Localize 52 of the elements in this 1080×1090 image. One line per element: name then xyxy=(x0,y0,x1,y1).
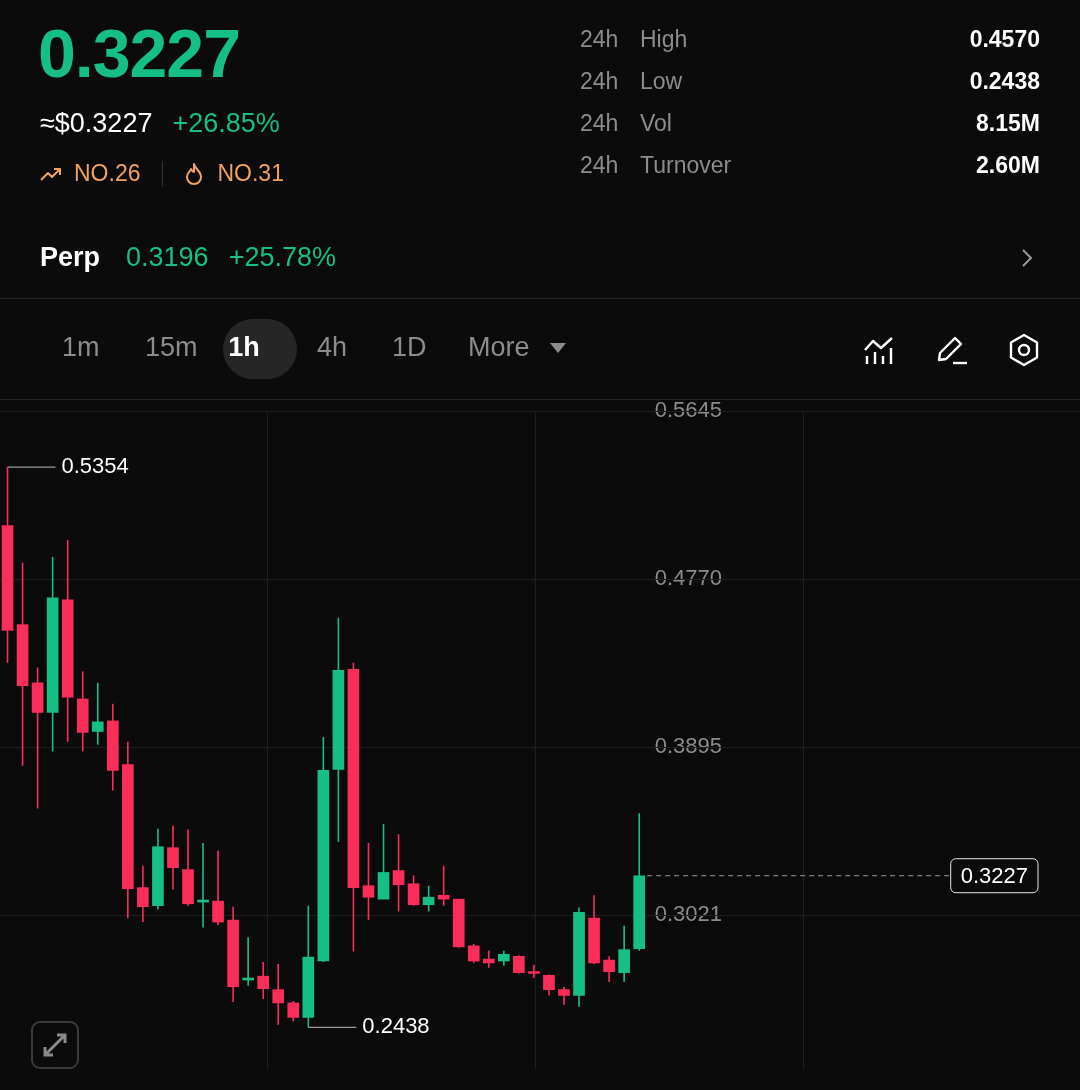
candlestick xyxy=(392,833,405,913)
text: NO.31 xyxy=(217,160,284,186)
text: 1m xyxy=(62,332,100,362)
text: 1h xyxy=(228,332,260,362)
text: Perp xyxy=(40,242,101,272)
text: NO.26 xyxy=(74,160,141,186)
candlestick xyxy=(437,864,450,907)
text: More xyxy=(468,332,530,362)
candlestick xyxy=(257,961,270,1000)
text: 0.4570 xyxy=(969,26,1040,52)
candlestick xyxy=(287,1000,300,1022)
text: ≈$0.3227 xyxy=(40,108,153,138)
candlestick xyxy=(137,864,149,923)
text: +26.85% xyxy=(172,108,280,138)
text: 1D xyxy=(392,332,427,362)
text: Vol xyxy=(640,110,672,136)
chart-title: 0.3227 xyxy=(38,15,240,91)
candlestick xyxy=(528,964,540,979)
candlestick xyxy=(272,963,285,1026)
text: 24h xyxy=(580,152,619,178)
candlestick xyxy=(558,985,570,1006)
y-tick-label: 0.3895 xyxy=(654,733,723,759)
text: 0.2438 xyxy=(969,68,1040,94)
y-tick-label: 0.5645 xyxy=(654,397,723,423)
text: 15m xyxy=(145,332,198,362)
candlestick xyxy=(422,884,435,913)
text: +25.78% xyxy=(228,242,336,272)
candlestick xyxy=(482,949,495,969)
candlestick xyxy=(467,943,480,964)
candlestick xyxy=(543,973,555,997)
ref-line-label: 0.3227 xyxy=(960,862,1028,888)
text: High xyxy=(640,26,688,52)
y-tick-label: 0.3021 xyxy=(654,901,723,927)
text: 24h xyxy=(580,68,619,94)
candlestick xyxy=(407,874,420,907)
candlestick xyxy=(362,842,375,921)
candlestick xyxy=(618,925,630,983)
text: 24h xyxy=(580,26,619,52)
text: 4h xyxy=(317,332,348,362)
candlestick xyxy=(603,955,615,983)
annotation: 0.2438 xyxy=(362,1013,430,1039)
annotation: 0.5354 xyxy=(61,453,129,479)
candlestick xyxy=(167,824,179,891)
text: 24h xyxy=(580,110,619,136)
text: 2.60M xyxy=(976,152,1040,178)
text: Low xyxy=(640,68,683,94)
text: 8.15M xyxy=(976,110,1040,136)
text: Turnover xyxy=(640,152,732,178)
candlestick xyxy=(513,954,525,975)
text: 0.3196 xyxy=(126,242,209,272)
candlestick xyxy=(212,849,224,926)
candlestick xyxy=(91,682,104,746)
